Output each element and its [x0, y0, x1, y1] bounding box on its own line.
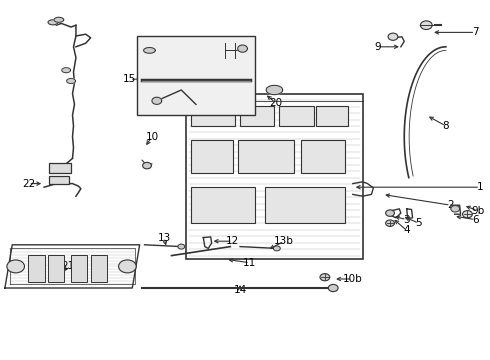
- Bar: [48, 255, 64, 282]
- Circle shape: [7, 260, 24, 273]
- Text: 3: 3: [403, 215, 410, 225]
- Text: 10: 10: [146, 132, 158, 142]
- Text: 6: 6: [472, 215, 479, 225]
- Bar: [137, 36, 255, 115]
- Bar: [240, 106, 274, 126]
- Bar: [49, 163, 71, 173]
- Circle shape: [420, 21, 432, 30]
- Circle shape: [119, 260, 136, 273]
- Text: 4: 4: [403, 225, 410, 235]
- Text: 13b: 13b: [274, 236, 294, 246]
- Text: 9b: 9b: [471, 206, 485, 216]
- Text: 1: 1: [477, 182, 484, 192]
- Text: 21: 21: [61, 261, 74, 271]
- Polygon shape: [144, 48, 155, 53]
- Text: 11: 11: [243, 258, 257, 268]
- Text: 5: 5: [416, 218, 422, 228]
- Bar: [279, 106, 314, 126]
- Bar: [238, 140, 294, 173]
- Text: 8: 8: [442, 121, 449, 131]
- Bar: [191, 187, 255, 223]
- Text: 16: 16: [162, 87, 176, 97]
- Circle shape: [178, 244, 185, 249]
- Polygon shape: [152, 97, 162, 104]
- Text: 22: 22: [22, 179, 35, 189]
- Text: 2: 2: [447, 200, 454, 210]
- Text: 19: 19: [222, 98, 236, 108]
- Polygon shape: [48, 20, 58, 25]
- Bar: [49, 176, 69, 184]
- Bar: [301, 140, 345, 173]
- Polygon shape: [67, 78, 75, 84]
- Bar: [265, 187, 345, 223]
- Polygon shape: [62, 68, 71, 73]
- Polygon shape: [238, 45, 247, 52]
- Circle shape: [328, 284, 338, 292]
- Circle shape: [388, 33, 398, 40]
- Circle shape: [273, 246, 280, 251]
- Text: 10b: 10b: [343, 274, 363, 284]
- Bar: [316, 106, 348, 126]
- Text: 9: 9: [374, 42, 381, 52]
- Circle shape: [386, 220, 394, 226]
- Text: 20: 20: [269, 98, 282, 108]
- Bar: [71, 255, 87, 282]
- Text: 7: 7: [472, 27, 479, 37]
- Circle shape: [320, 274, 330, 281]
- Circle shape: [143, 162, 151, 169]
- Bar: [191, 140, 233, 173]
- Text: 13: 13: [157, 233, 171, 243]
- Circle shape: [451, 206, 460, 212]
- Text: 15: 15: [123, 74, 137, 84]
- Text: 12: 12: [226, 236, 240, 246]
- Bar: [91, 255, 107, 282]
- Text: 18: 18: [242, 45, 255, 55]
- Polygon shape: [54, 17, 64, 22]
- Polygon shape: [266, 85, 283, 95]
- Text: 17: 17: [143, 47, 156, 57]
- Bar: [191, 106, 235, 126]
- Circle shape: [463, 211, 472, 218]
- Text: 14: 14: [233, 285, 247, 295]
- Circle shape: [386, 210, 394, 216]
- Bar: [28, 255, 45, 282]
